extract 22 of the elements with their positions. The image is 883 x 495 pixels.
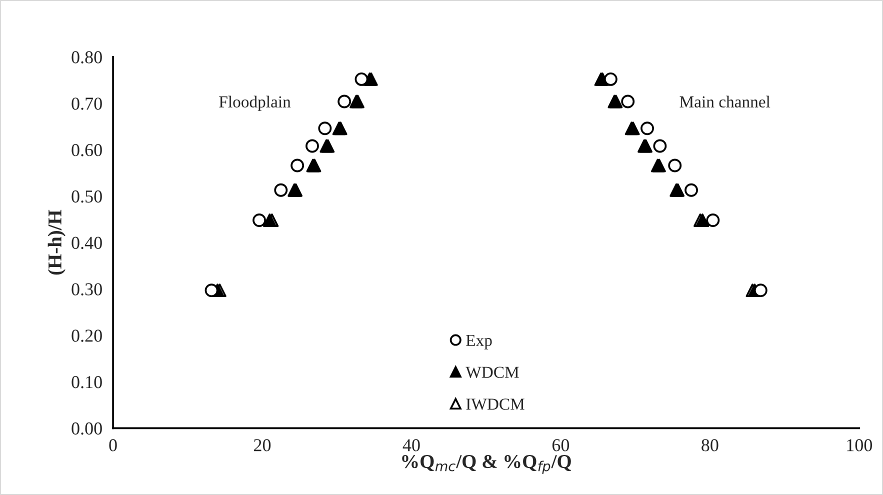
y-tick-label: 0.30 <box>72 283 102 296</box>
y-tick-label: 0.40 <box>72 236 102 250</box>
y-tick-label: 0.60 <box>72 144 102 156</box>
legend-label: IWDCM <box>466 398 524 410</box>
x-tick-label: 0 <box>109 439 117 452</box>
y-tick-label: 0.10 <box>72 376 102 388</box>
x-tick-label: 20 <box>254 439 271 452</box>
y-tick-label: 0.20 <box>72 330 102 342</box>
x-tick-label: 40 <box>402 439 420 452</box>
y-tick-label: 0.00 <box>72 422 102 435</box>
y-tick-label: 0.80 <box>72 51 102 64</box>
legend-label: Exp <box>466 334 492 350</box>
y-tick-label: 0.50 <box>72 190 102 203</box>
x-tick-label: 100 <box>847 439 872 452</box>
y-axis-title: (H-h)/H <box>48 210 66 275</box>
x-tick-label: 80 <box>702 439 718 452</box>
annotation: Floodplain <box>219 96 291 111</box>
annotation: Main channel <box>680 96 770 108</box>
legend-label: WDCM <box>466 366 519 378</box>
x-axis-title: %Q$_{mc}$/Q & %Q$_{fp}$/Q <box>402 454 572 474</box>
x-tick-label: 60 <box>552 439 570 452</box>
y-tick-label: 0.70 <box>72 98 102 110</box>
